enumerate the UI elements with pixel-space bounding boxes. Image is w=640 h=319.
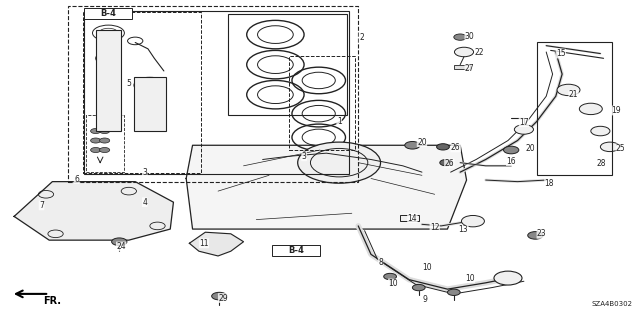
Text: 27: 27	[465, 64, 474, 73]
Bar	[134, 77, 166, 131]
Bar	[228, 14, 348, 115]
Text: 11: 11	[199, 239, 209, 248]
Text: 6: 6	[74, 174, 79, 184]
Circle shape	[412, 285, 425, 291]
Circle shape	[404, 141, 420, 149]
Text: 19: 19	[611, 106, 621, 115]
Bar	[86, 115, 124, 172]
Circle shape	[461, 215, 484, 227]
Text: 5: 5	[126, 79, 131, 88]
Circle shape	[600, 142, 620, 152]
Circle shape	[591, 126, 610, 136]
Circle shape	[454, 34, 467, 40]
Text: SZA4B0302: SZA4B0302	[591, 300, 632, 307]
Bar	[537, 42, 612, 175]
Text: 12: 12	[430, 223, 440, 232]
Circle shape	[557, 84, 580, 96]
Circle shape	[515, 125, 534, 134]
Bar	[84, 11, 349, 174]
Circle shape	[91, 147, 100, 152]
Circle shape	[447, 289, 460, 295]
Text: 14: 14	[408, 213, 417, 222]
Circle shape	[212, 292, 227, 300]
Circle shape	[100, 147, 109, 152]
Text: 22: 22	[474, 48, 484, 57]
Text: 16: 16	[506, 157, 516, 166]
Polygon shape	[189, 232, 244, 256]
Text: 29: 29	[218, 293, 228, 302]
Text: 26: 26	[445, 159, 454, 168]
Text: 26: 26	[451, 143, 461, 152]
Text: 30: 30	[465, 32, 475, 41]
Text: 20: 20	[525, 144, 535, 153]
Text: 20: 20	[417, 137, 427, 147]
Text: 24: 24	[116, 242, 126, 251]
Text: 17: 17	[519, 118, 529, 127]
Text: 21: 21	[569, 90, 579, 99]
Circle shape	[440, 160, 452, 166]
Text: 15: 15	[556, 49, 566, 58]
Text: 18: 18	[545, 179, 554, 188]
Bar	[399, 215, 419, 221]
Circle shape	[454, 47, 474, 57]
Circle shape	[384, 273, 396, 280]
Text: 3: 3	[142, 168, 147, 177]
Bar	[83, 11, 201, 174]
Bar	[96, 30, 121, 131]
Text: B-4: B-4	[289, 246, 305, 255]
Polygon shape	[186, 145, 467, 229]
Circle shape	[579, 103, 602, 115]
Text: 3: 3	[301, 152, 307, 161]
Circle shape	[494, 271, 522, 285]
Circle shape	[100, 129, 109, 134]
Bar	[289, 56, 355, 150]
Circle shape	[436, 144, 449, 150]
Bar	[84, 8, 132, 19]
Text: 8: 8	[378, 258, 383, 267]
Circle shape	[91, 129, 100, 134]
Circle shape	[504, 146, 519, 154]
Circle shape	[100, 138, 109, 143]
Polygon shape	[14, 182, 173, 240]
Text: 25: 25	[616, 144, 625, 153]
Text: 10: 10	[422, 263, 432, 271]
Text: 23: 23	[537, 229, 547, 238]
Circle shape	[91, 138, 100, 143]
Bar	[68, 6, 358, 182]
Text: 2: 2	[359, 33, 364, 42]
Text: 1: 1	[337, 117, 342, 126]
Bar	[454, 65, 470, 69]
Bar	[99, 112, 118, 131]
Circle shape	[298, 142, 381, 183]
Bar	[272, 245, 320, 256]
Text: 28: 28	[597, 159, 607, 168]
Text: 10: 10	[465, 274, 474, 283]
Text: 13: 13	[459, 225, 468, 234]
Circle shape	[111, 238, 127, 246]
Circle shape	[528, 232, 543, 239]
Text: B-4: B-4	[100, 9, 116, 18]
Text: 4: 4	[142, 198, 147, 207]
Text: 7: 7	[39, 201, 44, 210]
Text: 10: 10	[388, 279, 398, 288]
Text: FR.: FR.	[43, 296, 61, 306]
Text: 9: 9	[422, 295, 428, 304]
